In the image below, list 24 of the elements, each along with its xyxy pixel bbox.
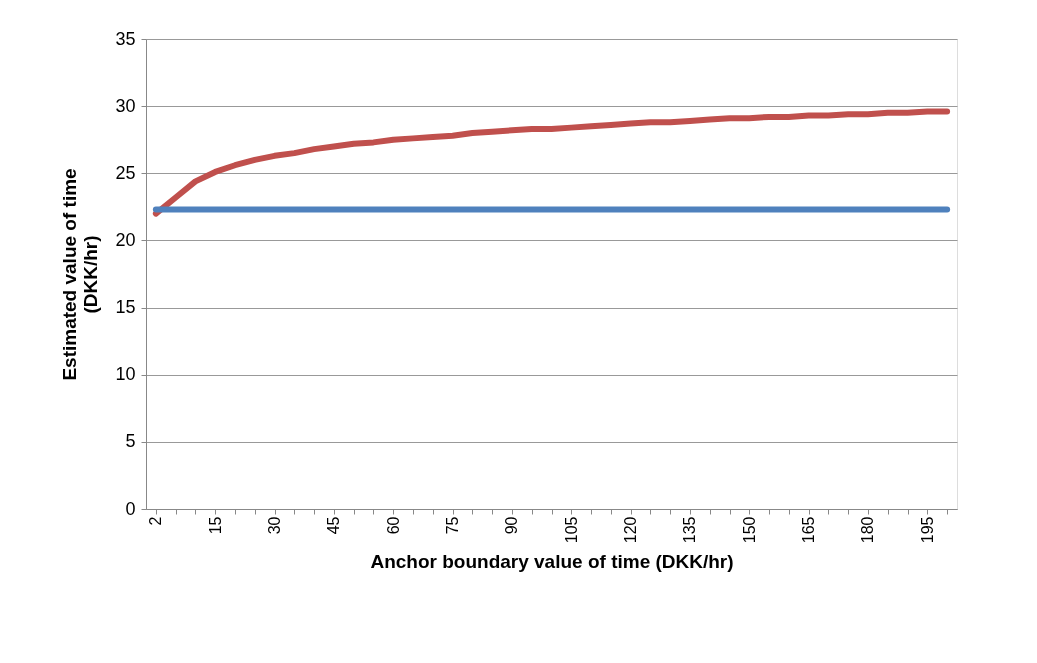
y-tick-label: 10: [115, 364, 136, 385]
x-tick-label: 150: [740, 516, 758, 544]
y-tick-label: 0: [125, 498, 136, 519]
x-tick-label: 120: [622, 516, 640, 544]
y-tick-label: 35: [115, 28, 136, 49]
x-axis-title: Anchor boundary value of time (DKK/hr): [370, 551, 734, 573]
y-tick-label: 15: [115, 297, 136, 318]
x-tick-label: 105: [562, 516, 580, 544]
x-tick-label: 15: [206, 516, 224, 535]
x-tick-label: 2: [147, 516, 165, 526]
x-tick-label: 135: [681, 516, 699, 544]
x-tick-label: 75: [444, 516, 462, 535]
x-tick-label: 195: [918, 516, 936, 544]
x-tick-label: 165: [800, 516, 818, 544]
x-tick-label: 180: [859, 516, 877, 544]
x-tick-label: 60: [384, 516, 402, 535]
x-tick-label: 90: [503, 516, 521, 535]
y-axis-title: Estimated value of time (DKK/hr): [59, 168, 102, 381]
x-tick-label: 30: [266, 516, 284, 535]
y-tick-label: 30: [115, 95, 136, 116]
y-tick-label: 25: [115, 162, 136, 183]
y-tick-label: 5: [125, 431, 136, 452]
x-tick-label: 45: [325, 516, 343, 535]
y-tick-label: 20: [115, 229, 136, 250]
